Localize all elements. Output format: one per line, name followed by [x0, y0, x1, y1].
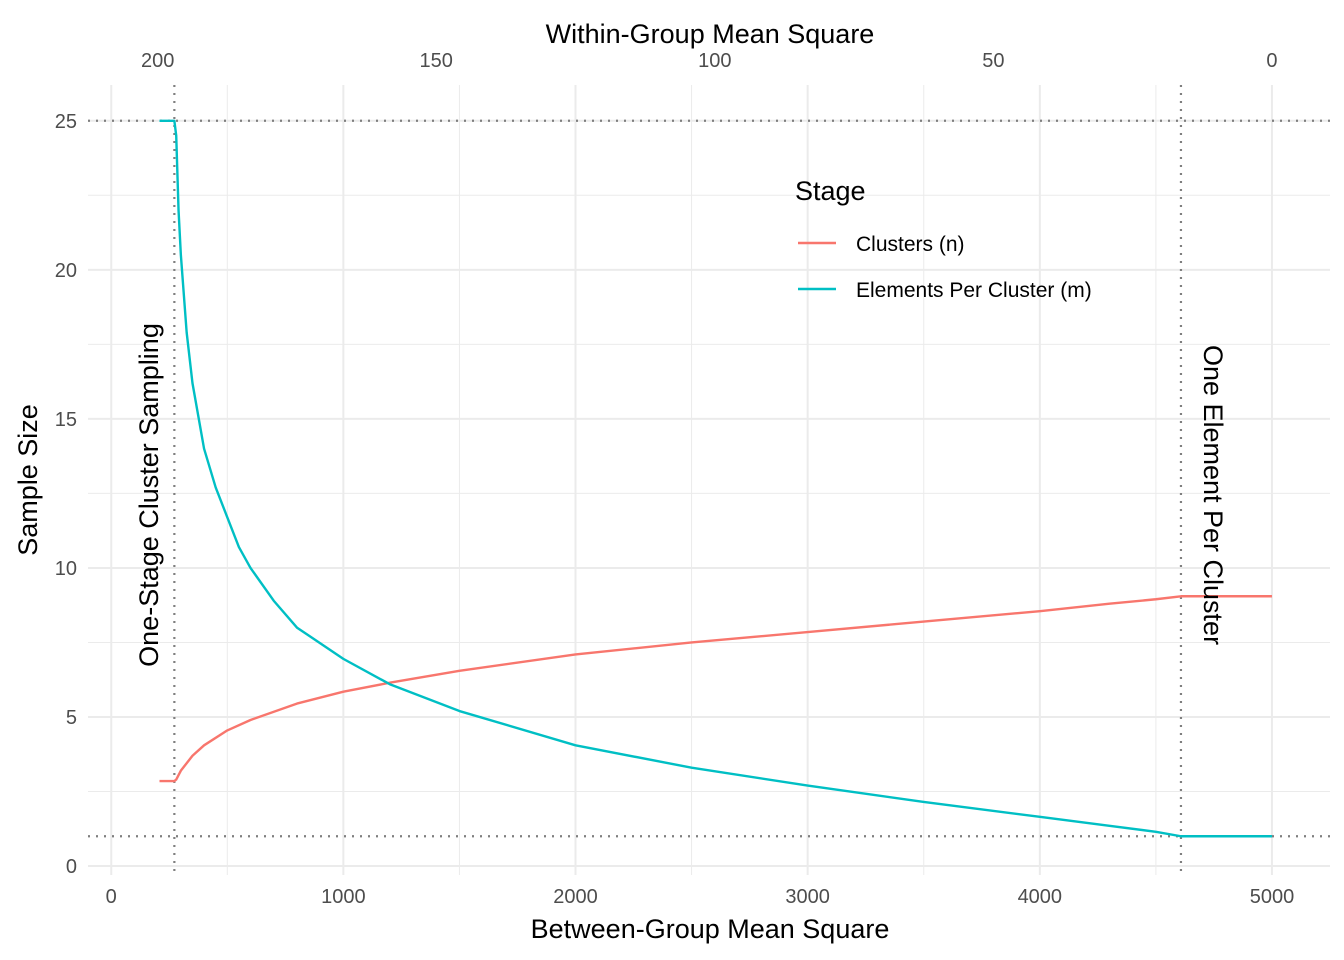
x-tick-label: 3000	[785, 886, 830, 908]
y-tick-label: 0	[66, 856, 77, 878]
x-axis-title: Between-Group Mean Square	[531, 914, 890, 944]
top-tick-label: 200	[141, 50, 174, 72]
top-tick-label: 0	[1266, 50, 1277, 72]
legend-items: Clusters (n) Elements Per Cluster (m)	[798, 233, 1092, 302]
x-tick-label: 1000	[321, 886, 366, 908]
y-axis-tick-labels: 0 5 10 15 20 25	[55, 111, 77, 878]
top-axis-tick-labels: 200 150 100 50 0	[141, 50, 1278, 72]
y-tick-label: 15	[55, 409, 77, 431]
y-tick-label: 5	[66, 707, 77, 729]
x-tick-label: 2000	[553, 886, 598, 908]
x-tick-label: 4000	[1018, 886, 1063, 908]
series-line-elements	[159, 119, 1272, 838]
y-tick-label: 25	[55, 111, 77, 133]
legend-label-clusters: Clusters (n)	[856, 233, 965, 256]
y-axis-title: Sample Size	[13, 404, 43, 556]
top-axis-title: Within-Group Mean Square	[546, 19, 875, 49]
annotation-one-stage: One-Stage Cluster Sampling	[134, 323, 164, 667]
series-line-clusters	[159, 595, 1272, 783]
top-tick-label: 100	[698, 50, 731, 72]
x-axis-tick-labels: 0 1000 2000 3000 4000 5000	[106, 886, 1295, 908]
major-gridlines	[88, 85, 1330, 875]
minor-gridlines	[88, 85, 1330, 875]
x-tick-label: 0	[106, 886, 117, 908]
series-lines	[159, 119, 1272, 838]
annotation-one-element: One Element Per Cluster	[1198, 345, 1228, 645]
top-tick-label: 150	[420, 50, 453, 72]
top-tick-label: 50	[982, 50, 1004, 72]
legend-title: Stage	[795, 176, 866, 206]
y-tick-label: 20	[55, 260, 77, 282]
y-tick-label: 10	[55, 558, 77, 580]
legend: Stage Clusters (n) Elements Per Cluster (…	[795, 176, 1092, 302]
x-tick-label: 5000	[1250, 886, 1295, 908]
legend-label-elements: Elements Per Cluster (m)	[856, 279, 1092, 302]
